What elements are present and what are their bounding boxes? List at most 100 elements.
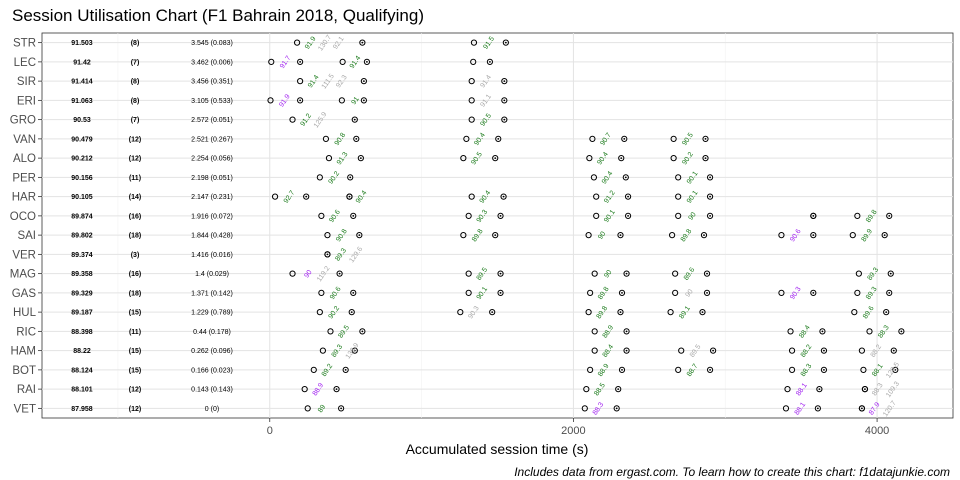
run-start-point <box>669 232 676 239</box>
run-end-dot <box>885 311 888 314</box>
chart-caption: Includes data from ergast.com. To learn … <box>514 465 950 479</box>
run-start-point <box>590 174 598 181</box>
run-end-dot <box>362 99 365 102</box>
gap-to-pole: 2.572 (0.051) <box>191 117 233 124</box>
gap-to-pole: 3.456 (0.351) <box>191 79 233 86</box>
gap-to-pole: 3.545 (0.083) <box>191 40 233 47</box>
run-end-point <box>858 405 866 412</box>
lap-count: (12) <box>129 406 141 413</box>
run-start-point <box>667 309 674 316</box>
run-end-point <box>623 347 630 354</box>
run-start-point <box>322 135 330 142</box>
run-end-point <box>333 386 340 393</box>
run-start-point <box>465 270 472 277</box>
lap-count: (16) <box>129 271 141 278</box>
run-end-dot <box>353 349 356 352</box>
run-end-point <box>816 386 823 393</box>
run-end-dot <box>861 407 863 410</box>
best-lap-time: 89.874 <box>71 213 93 220</box>
run-start-point <box>788 366 796 373</box>
y-tick-label-driver: VER <box>12 249 36 261</box>
run-end-point <box>820 347 828 354</box>
lap-count: (12) <box>129 156 141 163</box>
run-end-point <box>500 193 507 200</box>
run-end-point <box>710 347 717 354</box>
run-end-dot <box>821 330 824 333</box>
run-end-dot <box>888 214 891 217</box>
run-end-dot <box>361 41 364 44</box>
run-end-point <box>351 116 358 123</box>
run-end-dot <box>335 388 338 391</box>
run-end-point <box>892 366 899 373</box>
run-start-point <box>339 58 346 65</box>
run-end-dot <box>812 291 815 294</box>
run-start-point <box>587 289 594 296</box>
run-start-point <box>675 212 682 219</box>
run-end-dot <box>627 195 629 198</box>
run-end-dot <box>701 311 704 314</box>
run-start-point <box>854 212 861 219</box>
run-start-point <box>297 78 304 85</box>
run-end-dot <box>624 176 627 179</box>
run-end-point <box>621 135 628 142</box>
run-end-point <box>492 155 499 162</box>
lap-count: (11) <box>129 329 141 336</box>
run-start-point <box>855 270 862 277</box>
gap-to-pole: 1.4 (0.029) <box>195 271 229 278</box>
run-start-point <box>319 347 326 354</box>
run-end-point <box>297 97 304 104</box>
lap-count: (8) <box>131 98 140 105</box>
run-end-point <box>890 347 897 354</box>
run-start-point <box>289 270 296 277</box>
x-axis: 0 2000 4000 <box>267 418 889 437</box>
run-start-point <box>860 366 867 373</box>
run-end-dot <box>621 291 623 294</box>
run-end-dot <box>502 195 505 198</box>
run-end-point <box>350 212 357 219</box>
run-end-dot <box>625 349 628 352</box>
run-end-point <box>898 328 905 335</box>
run-end-point <box>501 116 508 123</box>
run-start-point <box>778 232 785 239</box>
run-end-point <box>497 289 504 296</box>
run-start-point <box>583 386 590 393</box>
run-end-dot <box>888 291 891 294</box>
run-end-point <box>703 289 711 296</box>
run-start-point <box>310 366 317 373</box>
run-start-point <box>778 289 785 296</box>
run-start-point <box>586 155 593 162</box>
run-end-dot <box>503 99 506 102</box>
y-tick-label-driver: VAN <box>13 134 36 146</box>
run-end-point <box>618 366 626 373</box>
run-end-dot <box>706 272 708 275</box>
run-start-point <box>581 405 588 412</box>
run-end-point <box>613 405 620 412</box>
run-end-dot <box>619 311 622 314</box>
run-start-point <box>672 289 679 296</box>
run-start-point <box>675 366 682 373</box>
run-end-point <box>360 78 367 85</box>
run-end-dot <box>823 368 825 371</box>
y-tick-label-driver: HUL <box>13 307 37 319</box>
lap-count: (15) <box>129 310 141 317</box>
run-end-dot <box>864 388 866 391</box>
gap-to-pole: 1.916 (0.072) <box>191 213 233 220</box>
run-end-dot <box>494 234 497 237</box>
run-end-dot <box>504 41 507 44</box>
run-end-dot <box>712 349 715 352</box>
run-end-dot <box>818 388 821 391</box>
run-end-point <box>342 366 349 373</box>
run-end-point <box>883 309 890 316</box>
run-end-dot <box>709 176 711 179</box>
gap-to-pole: 3.462 (0.006) <box>191 59 233 66</box>
lap-count: (16) <box>129 213 141 220</box>
best-lap-time: 91.42 <box>73 59 91 66</box>
run-start-point <box>327 328 334 335</box>
run-end-point <box>700 232 708 239</box>
lap-count: (7) <box>131 117 140 124</box>
run-end-dot <box>353 118 356 121</box>
run-end-point <box>338 405 345 412</box>
run-end-dot <box>497 137 500 140</box>
run-start-point <box>460 232 467 239</box>
gap-to-pole: 1.229 (0.789) <box>191 310 233 317</box>
